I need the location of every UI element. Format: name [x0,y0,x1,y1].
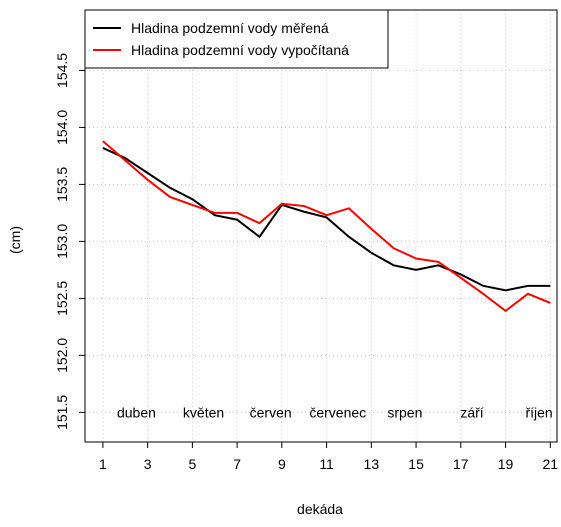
data-line [102,147,551,292]
y-tick-label: 151.5 [54,395,70,430]
x-tick-label: 13 [364,456,380,472]
x-tick-label: 3 [144,456,152,472]
x-tick-label: 21 [543,456,559,472]
x-tick-label: 11 [319,456,334,472]
y-tick-label: 153.5 [54,167,70,202]
y-tick-label: 153.0 [54,224,70,259]
annotation: květen [183,404,224,420]
x-tick-label: 19 [498,456,514,472]
plot-frame [84,9,558,443]
annotation: srpen [387,404,422,420]
annotation: duben [117,404,156,420]
x-tick-label: 7 [233,456,241,472]
y-tick-label: 154.5 [54,53,70,88]
legend-label: Hladina podzemní vody měřená [131,20,329,36]
annotation: červen [250,404,292,420]
annotation: červenec [309,404,366,420]
y-axis-label: (cm) [7,226,23,254]
x-axis-label: dekáda [297,501,343,517]
x-tick-label: 17 [453,456,469,472]
x-tick-label: 5 [188,456,196,472]
legend-box [84,9,389,69]
data-line [102,140,551,313]
x-tick-label: 15 [408,456,424,472]
x-tick-label: 9 [278,456,286,472]
x-tick-label: 1 [99,456,107,472]
y-tick-label: 154.0 [54,110,70,145]
legend-label: Hladina podzemní vody vypočítaná [131,42,349,58]
annotation: září [460,404,483,420]
y-tick-label: 152.5 [54,281,70,316]
y-tick-label: 152.0 [54,338,70,373]
annotation: říjen [525,404,552,420]
